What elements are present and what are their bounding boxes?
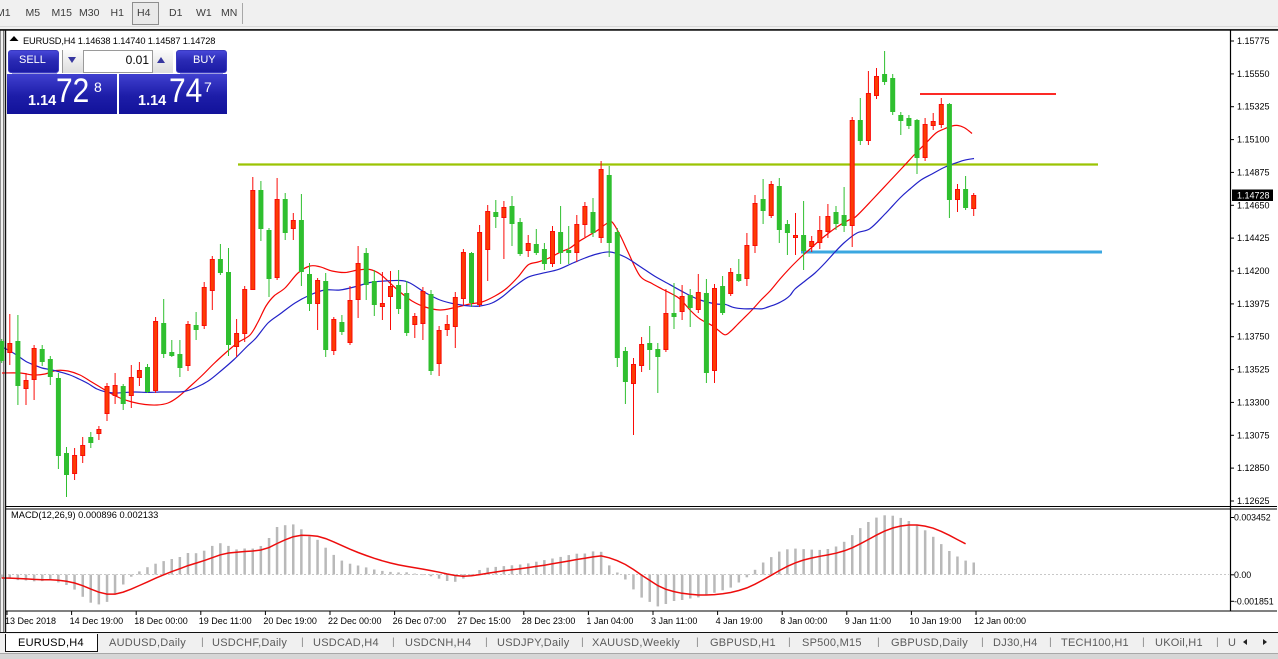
svg-text:14 Dec 19:00: 14 Dec 19:00	[70, 616, 124, 626]
svg-text:0.00: 0.00	[1234, 570, 1251, 580]
svg-text:27 Dec 15:00: 27 Dec 15:00	[457, 616, 511, 626]
svg-text:1.14650: 1.14650	[1237, 200, 1270, 210]
svg-text:9 Jan 11:00: 9 Jan 11:00	[845, 616, 891, 626]
svg-text:28 Dec 23:00: 28 Dec 23:00	[522, 616, 576, 626]
svg-text:26 Dec 07:00: 26 Dec 07:00	[393, 616, 447, 626]
svg-text:1.14728: 1.14728	[1237, 191, 1270, 201]
svg-text:0.003452: 0.003452	[1234, 513, 1271, 523]
svg-text:19 Dec 11:00: 19 Dec 11:00	[199, 616, 252, 626]
svg-text:4 Jan 19:00: 4 Jan 19:00	[716, 616, 763, 626]
svg-text:1.14200: 1.14200	[1237, 266, 1270, 276]
svg-text:1.12850: 1.12850	[1237, 463, 1270, 473]
svg-text:18 Dec 00:00: 18 Dec 00:00	[134, 616, 188, 626]
svg-text:20 Dec 19:00: 20 Dec 19:00	[263, 616, 317, 626]
svg-text:1 Jan 04:00: 1 Jan 04:00	[586, 616, 633, 626]
svg-text:1.14425: 1.14425	[1237, 233, 1270, 243]
svg-text:8 Jan 00:00: 8 Jan 00:00	[780, 616, 827, 626]
svg-text:1.12625: 1.12625	[1237, 496, 1270, 506]
svg-text:13 Dec 2018: 13 Dec 2018	[5, 616, 56, 626]
svg-text:1.15325: 1.15325	[1237, 102, 1270, 112]
svg-text:-0.001851: -0.001851	[1234, 596, 1274, 606]
svg-text:1.15550: 1.15550	[1237, 69, 1270, 79]
svg-text:1.15775: 1.15775	[1237, 36, 1270, 46]
svg-text:12 Jan 00:00: 12 Jan 00:00	[974, 616, 1026, 626]
svg-text:MACD(12,26,9) 0.000896 0.00213: MACD(12,26,9) 0.000896 0.002133	[11, 510, 158, 520]
svg-text:22 Dec 00:00: 22 Dec 00:00	[328, 616, 382, 626]
svg-text:1.13975: 1.13975	[1237, 299, 1270, 309]
svg-text:1.15100: 1.15100	[1237, 135, 1270, 145]
svg-text:3 Jan 11:00: 3 Jan 11:00	[651, 616, 697, 626]
svg-text:10 Jan 19:00: 10 Jan 19:00	[909, 616, 961, 626]
svg-text:1.13075: 1.13075	[1237, 430, 1270, 440]
svg-text:1.13525: 1.13525	[1237, 365, 1270, 375]
svg-text:1.14875: 1.14875	[1237, 167, 1270, 177]
svg-text:EURUSD,H4 1.14638 1.14740 1.1: EURUSD,H4 1.14638 1.14740 1.14587 1.1472…	[23, 36, 215, 46]
svg-text:1.13300: 1.13300	[1237, 397, 1270, 407]
svg-text:1.13750: 1.13750	[1237, 332, 1270, 342]
